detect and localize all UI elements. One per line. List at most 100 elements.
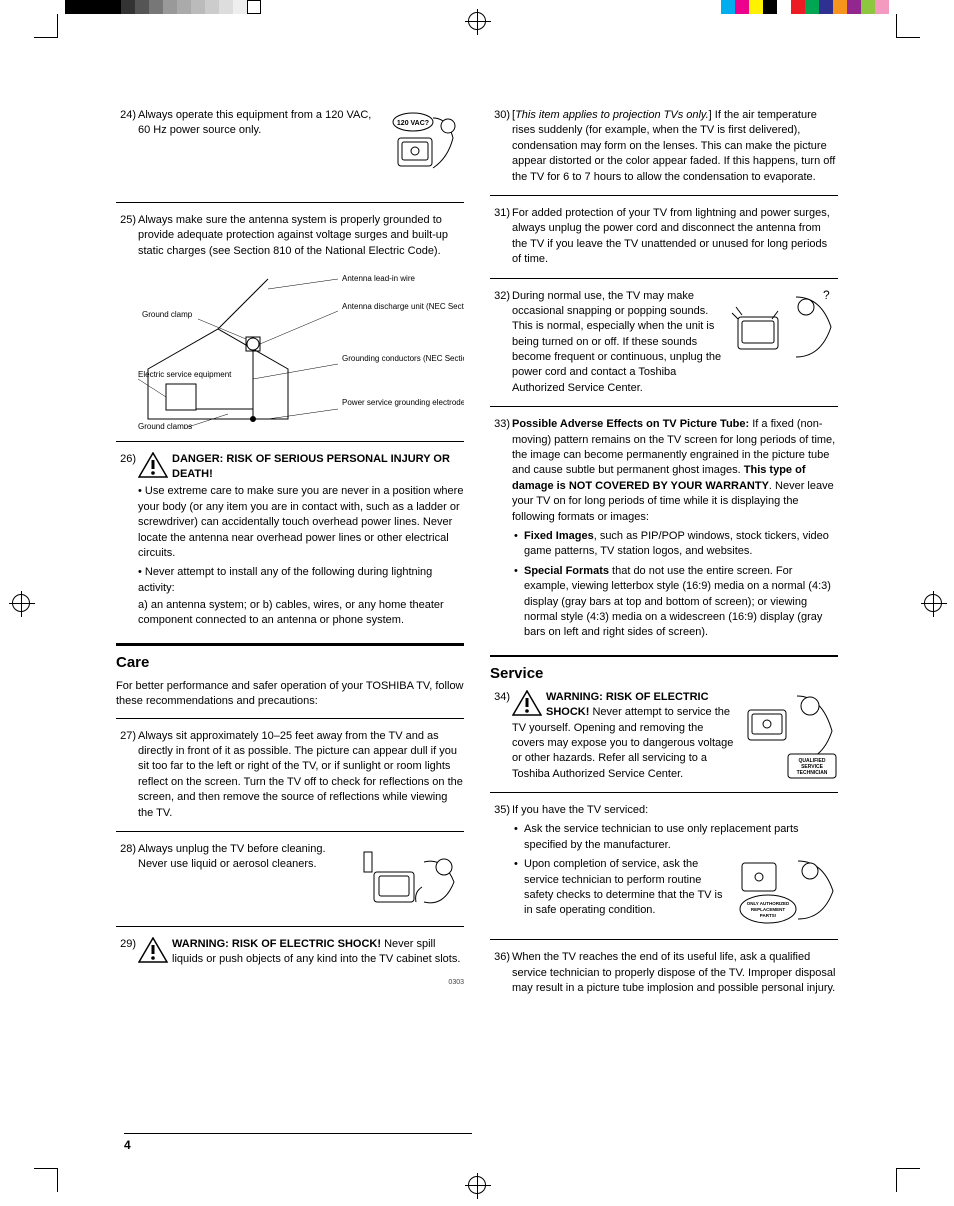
divider [490,406,838,407]
illustration-plug-tv: 120 VAC? [378,108,464,178]
warning-title: DANGER: RISK OF SERIOUS PERSONAL INJURY … [172,453,450,480]
bullet-item: • ONLY AUTHORIZED REPLACEMENT [512,857,838,929]
item-number: 32) [490,289,512,397]
warning-title: WARNING: RISK OF ELECTRIC SHOCK! [172,938,381,950]
item-25: 25) Always make sure the antenna system … [116,213,464,259]
item-35: 35) If you have the TV serviced: • Ask t… [490,803,838,929]
item-28: 28) Always unplug the TV before cleaning… [116,842,464,916]
page-number-value: 4 [124,1138,131,1152]
svg-text:Power service grounding electr: Power service grounding electrode system… [342,398,464,407]
item-number: 31) [490,206,512,268]
item-text: If you have the TV serviced: [512,804,648,816]
item-number: 28) [116,842,138,916]
section-rule [116,643,464,646]
item-31: 31) For added protection of your TV from… [490,206,838,268]
crop-mark [896,14,920,38]
item-body: Always make sure the antenna system is p… [138,213,464,259]
item-text: Always make sure the antenna system is p… [138,214,448,257]
item-body: ? During normal use, the TV may make occ… [512,289,838,397]
bullet-dot: • [512,529,524,560]
item-number: 34) [490,690,512,782]
crop-mark [34,14,58,38]
illustration-cleaning [344,842,464,912]
svg-text:ONLY AUTHORIZED: ONLY AUTHORIZED [747,901,790,906]
item-title: Possible Adverse Effects on TV Picture T… [512,418,749,430]
doc-code: 0303 [116,978,464,988]
divider [490,792,838,793]
item-33: 33) Possible Adverse Effects on TV Pictu… [490,417,838,640]
item-text: Always sit approximately 10–25 feet away… [138,729,464,821]
item-body: [This item applies to projection TVs onl… [512,108,838,185]
divider [490,278,838,279]
text: Upon completion of service, ask the serv… [524,858,723,916]
grounding-diagram: Antenna lead-in wire Antenna discharge u… [138,269,464,434]
item-number: 27) [116,729,138,821]
warning-triangle-icon [138,452,168,478]
bullet-text: Special Formats that do not use the enti… [524,564,838,641]
svg-text:Ground clamp: Ground clamp [142,310,193,319]
bullet-text: ONLY AUTHORIZED REPLACEMENT PARTS! Upon … [524,857,838,929]
item-text: For added protection of your TV from lig… [512,206,838,268]
page-number: 4 [124,1133,472,1154]
bullet-dot: • [512,564,524,641]
warning-triangle-icon [138,937,168,963]
speech-bubble-text: 120 VAC? [397,120,429,127]
item-27: 27) Always sit approximately 10–25 feet … [116,729,464,821]
registration-mark [468,12,486,30]
bullet-item: • Fixed Images, such as PIP/POP windows,… [512,529,838,560]
item-number: 25) [116,213,138,259]
italic-note: This item applies to projection TVs only… [515,109,709,121]
registration-mark [924,594,942,612]
bold-phrase: Fixed Images [524,530,594,542]
svg-text:Grounding conductors (NEC Sect: Grounding conductors (NEC Section 810-21… [342,354,464,363]
item-body: QUALIFIED SERVICE TECHNICIAN WARNING: RI… [512,690,838,782]
section-rule [490,655,838,657]
item-26: 26) DANGER: RISK OF SERIOUS PERSONAL INJ… [116,452,464,629]
item-number: 33) [490,417,512,640]
bullet-item: • Special Formats that do not use the en… [512,564,838,641]
illustration-technician: QUALIFIED SERVICE TECHNICIAN [742,690,838,780]
item-number: 24) [116,108,138,192]
item-body: 120 VAC? Always operate this equipment f… [138,108,464,192]
svg-text:Antenna discharge unit (NEC Se: Antenna discharge unit (NEC Section 810-… [342,302,464,311]
svg-text:PARTS!: PARTS! [760,913,777,918]
paragraph: • Never attempt to install any of the fo… [138,565,464,596]
svg-text:Ground clamps: Ground clamps [138,422,192,429]
item-text: During normal use, the TV may make occas… [512,290,721,394]
item-32: 32) ? During normal use, the TV may make… [490,289,838,397]
svg-text:Antenna lead-in wire: Antenna lead-in wire [342,274,415,283]
section-intro: For better performance and safer operati… [116,679,464,710]
item-text: When the TV reaches the end of its usefu… [512,950,838,996]
item-number: 29) [116,937,138,968]
item-number: 26) [116,452,138,629]
bullet-text: Fixed Images, such as PIP/POP windows, s… [524,529,838,560]
grayscale-bar [65,0,261,14]
item-34: 34) QUALIFIED SERVICE TECHNICIAN [490,690,838,782]
illustration-parts: ONLY AUTHORIZED REPLACEMENT PARTS! [738,857,838,927]
bullet-dot: • [512,857,524,929]
section-title-service: Service [490,663,838,684]
divider [116,831,464,832]
item-body: WARNING: RISK OF ELECTRIC SHOCK! Never s… [138,937,464,968]
item-body: Possible Adverse Effects on TV Picture T… [512,417,838,640]
item-body: If you have the TV serviced: • Ask the s… [512,803,838,929]
divider [490,195,838,196]
warning-triangle-icon [512,690,542,716]
item-30: 30) [This item applies to projection TVs… [490,108,838,185]
bold-phrase: Special Formats [524,565,609,577]
divider [116,718,464,719]
page-body: 24) 120 VAC? Always operate this equipme… [116,108,838,1006]
svg-text:TECHNICIAN: TECHNICIAN [797,770,828,776]
item-text: Always operate this equipment from a 120… [138,109,371,136]
paragraph: • Use extreme care to make sure you are … [138,484,464,561]
divider [116,441,464,442]
item-24: 24) 120 VAC? Always operate this equipme… [116,108,464,192]
item-number: 30) [490,108,512,185]
svg-text:?: ? [823,289,830,302]
svg-text:REPLACEMENT: REPLACEMENT [751,907,786,912]
item-body: Always unplug the TV before cleaning. Ne… [138,842,464,916]
item-number: 36) [490,950,512,996]
right-column: 30) [This item applies to projection TVs… [490,108,838,1006]
registration-mark [12,594,30,612]
item-number: 35) [490,803,512,929]
